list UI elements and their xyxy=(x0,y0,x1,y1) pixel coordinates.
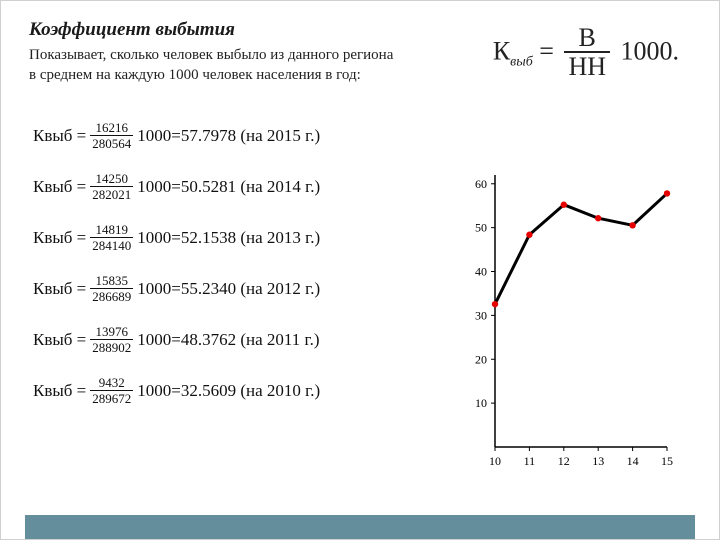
row-fraction: 14250282021 xyxy=(90,172,133,201)
row-factor: 1000 xyxy=(137,381,171,401)
row-label: Квыб = xyxy=(33,177,86,197)
row-factor: 1000 xyxy=(137,228,171,248)
row-factor: 1000 xyxy=(137,177,171,197)
row-result: =50.5281 (на 2014 г.) xyxy=(171,177,320,197)
row-denominator: 280564 xyxy=(90,136,133,150)
svg-text:40: 40 xyxy=(475,265,487,279)
slide: Коэффициент выбытия Показывает, сколько … xyxy=(0,0,720,540)
line-chart: 10 20 30 40 50 60 10 11 12 13 14 15 xyxy=(463,169,673,479)
svg-text:60: 60 xyxy=(475,177,487,191)
row-factor: 1000 xyxy=(137,126,171,146)
svg-text:10: 10 xyxy=(475,396,487,410)
row-label: Квыб = xyxy=(33,228,86,248)
row-fraction: 14819284140 xyxy=(90,223,133,252)
equals-sign: = xyxy=(539,36,560,65)
row-label: Квыб = xyxy=(33,279,86,299)
calculation-row: Квыб = 162162805641000=57.7978 (на 2015 … xyxy=(33,121,320,150)
row-numerator: 14250 xyxy=(90,172,133,187)
row-numerator: 13976 xyxy=(90,325,133,340)
row-denominator: 284140 xyxy=(90,238,133,252)
formula-tail: . xyxy=(673,36,680,65)
svg-text:13: 13 xyxy=(592,454,604,468)
row-factor: 1000 xyxy=(137,330,171,350)
row-label: Квыб = xyxy=(33,381,86,401)
calculation-rows: Квыб = 162162805641000=57.7978 (на 2015 … xyxy=(33,121,320,427)
row-result: =52.1538 (на 2013 г.) xyxy=(171,228,320,248)
row-fraction: 16216280564 xyxy=(90,121,133,150)
calculation-row: Квыб = 139762889021000 =48.3762 (на 2011… xyxy=(33,325,320,354)
row-numerator: 9432 xyxy=(90,376,133,391)
row-label: Квыб = xyxy=(33,126,86,146)
row-factor: 1000 xyxy=(137,279,171,299)
row-denominator: 282021 xyxy=(90,187,133,201)
svg-text:15: 15 xyxy=(661,454,673,468)
formula-denominator: НН xyxy=(564,53,610,82)
row-result: =32.5609 (на 2010 г.) xyxy=(171,381,320,401)
row-denominator: 289672 xyxy=(90,391,133,405)
row-denominator: 288902 xyxy=(90,340,133,354)
row-result: =55.2340 (на 2012 г.) xyxy=(171,279,320,299)
footer-band xyxy=(25,515,695,539)
subheading: Показывает, сколько человек выбыло из да… xyxy=(29,45,399,86)
calculation-row: Квыб = 158352866891000 =55.2340 (на 2012… xyxy=(33,274,320,303)
chart-svg: 10 20 30 40 50 60 10 11 12 13 14 15 xyxy=(463,169,673,479)
svg-text:10: 10 xyxy=(489,454,501,468)
formula-factor: 1000 xyxy=(621,36,673,65)
row-result: =48.3762 (на 2011 г.) xyxy=(171,330,319,350)
row-denominator: 286689 xyxy=(90,289,133,303)
svg-text:12: 12 xyxy=(558,454,570,468)
row-numerator: 16216 xyxy=(90,121,133,136)
main-formula: Квыб = В НН 1000. xyxy=(493,25,679,82)
row-fraction: 9432289672 xyxy=(90,376,133,405)
formula-lhs-subscript: выб xyxy=(510,54,533,69)
formula-fraction: В НН xyxy=(564,25,610,82)
formula-lhs-symbol: К xyxy=(493,36,510,65)
calculation-row: Квыб = 94322896721000=32.5609 (на 2010 г… xyxy=(33,376,320,405)
formula-numerator: В xyxy=(564,25,610,53)
row-fraction: 13976288902 xyxy=(90,325,133,354)
calculation-row: Квыб = 148192841401000=52.1538 (на 2013 … xyxy=(33,223,320,252)
row-numerator: 14819 xyxy=(90,223,133,238)
row-label: Квыб = xyxy=(33,330,86,350)
svg-text:11: 11 xyxy=(524,454,536,468)
row-numerator: 15835 xyxy=(90,274,133,289)
svg-text:14: 14 xyxy=(627,454,639,468)
row-result: =57.7978 (на 2015 г.) xyxy=(171,126,320,146)
svg-text:50: 50 xyxy=(475,221,487,235)
row-fraction: 15835286689 xyxy=(90,274,133,303)
calculation-row: Квыб = 142502820211000=50.5281 (на 2014 … xyxy=(33,172,320,201)
svg-text:30: 30 xyxy=(475,308,487,322)
svg-text:20: 20 xyxy=(475,352,487,366)
